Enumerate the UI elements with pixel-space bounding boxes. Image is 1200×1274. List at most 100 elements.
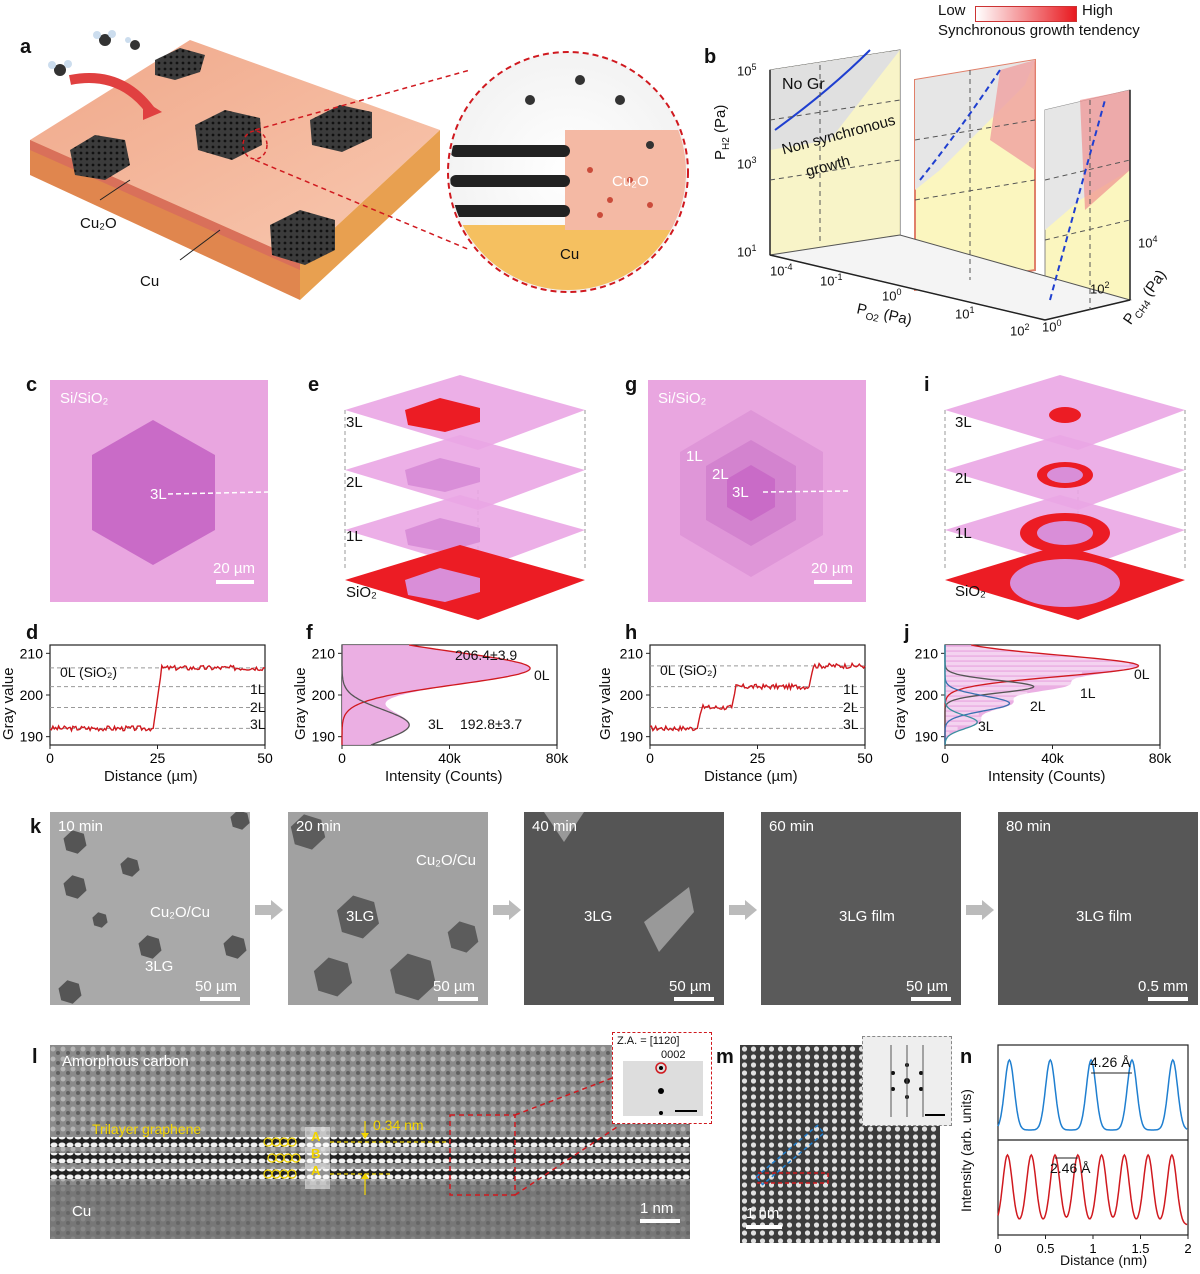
f-peak-3l: 192.8±3.7 (460, 716, 523, 732)
panel-letter-l: l (32, 1046, 38, 1068)
chart-j: 0 40k 80k 190 200 210 (915, 644, 1173, 766)
f-label-0l: 0L (534, 667, 550, 683)
layer-label-3l: 3L (732, 484, 749, 501)
d-ref-1l: 1L (250, 681, 266, 697)
x-tick-1: 10-4 (770, 262, 793, 279)
panel-letter-c: c (26, 374, 38, 396)
graphene-domain (390, 953, 436, 1001)
tem-image-l: Amorphous carbon Trilayer graphene 0.34 … (50, 1045, 690, 1239)
d-ref-0l: 0L (SiO₂) (60, 664, 118, 680)
panel-letter-a: a (20, 36, 32, 58)
time-label: 20 min (296, 818, 342, 835)
scalebar (911, 997, 951, 1001)
sem-frame-2: 20 min Cu₂O/Cu 3LG 50 µm (288, 812, 488, 1005)
scalebar-label: 50 µm (669, 978, 711, 995)
panel-letter-i: i (924, 374, 930, 396)
h-ref-2l: 2L (843, 699, 859, 715)
y-tick-label: 190 (915, 729, 939, 745)
stack-e-2l: 2L (346, 474, 363, 491)
panel-b-3d-plot (769, 49, 1132, 321)
chart-f: 0 40k 80k 190 200 210 (312, 644, 570, 766)
f-xlabel: Intensity (Counts) (385, 768, 503, 785)
panel-letter-f: f (306, 622, 313, 644)
optical-image-c: Si/SiO₂ 3L 20 µm (50, 380, 268, 602)
domain-label: 3LG (584, 908, 613, 925)
profile-blue (997, 1058, 1188, 1131)
region-no-gr: No Gr (782, 76, 825, 93)
j-label-0l: 0L (1134, 666, 1150, 682)
panel-letter-j: j (904, 622, 910, 644)
cu2o-zoom-region (565, 130, 686, 230)
f-label-3l: 3L (428, 716, 444, 732)
graphene-domain (223, 935, 247, 959)
stack-i-1l: 1L (955, 525, 972, 542)
layer-stack-i (944, 375, 1186, 620)
layer-label-2l: 2L (712, 466, 729, 483)
h-ylabel: Gray value (597, 667, 614, 740)
legend-high: High (1082, 2, 1113, 19)
domain-label: 3LG (145, 958, 174, 975)
histogram-bar (945, 721, 976, 726)
j-label-1l: 1L (1080, 685, 1096, 701)
x-tick-2: 10-1 (820, 272, 843, 289)
time-label: 10 min (58, 818, 104, 835)
panel-letter-d: d (26, 622, 39, 644)
charts-row: 0 25 50 190 200 210 0 40k 80k 190 200 210 0 25 50 190… (20, 644, 1173, 766)
histogram-bar (945, 676, 1081, 681)
scalebar (1148, 997, 1188, 1001)
axis-label-ph2: PH2 (Pa) (712, 104, 732, 160)
stack-b: B (311, 1146, 321, 1161)
stack-a-bottom: A (311, 1163, 321, 1178)
substrate-label: Cu₂O/Cu (416, 852, 477, 869)
cu2o-label: Cu₂O (80, 215, 117, 232)
x-tick-label: 50 (857, 750, 873, 766)
substrate-label: Cu₂O/Cu (150, 904, 211, 921)
time-label: 80 min (1006, 818, 1052, 835)
stack-e-sio2: SiO₂ (346, 584, 377, 601)
gaussian-fit-3L (944, 645, 978, 745)
time-label: 60 min (769, 818, 815, 835)
x-tick-label: 25 (750, 750, 766, 766)
n-xlabel: Distance (nm) (1060, 1252, 1148, 1268)
scalebar (216, 580, 254, 584)
stack-i-3l: 3L (955, 414, 972, 431)
x-tick-label: 0.5 (1036, 1241, 1054, 1256)
histogram-bar (945, 671, 1083, 676)
profile-line (49, 663, 266, 733)
plot-frame (649, 644, 866, 746)
x-tick-label: 80k (1149, 750, 1173, 766)
cu-side-right (300, 130, 440, 300)
scalebar (814, 580, 852, 584)
arrow-right-icon (255, 900, 285, 920)
y-tick-label: 200 (312, 687, 336, 703)
stack-e-1l: 1L (346, 528, 363, 545)
layer-stack-e (344, 375, 586, 620)
profile-line (649, 661, 866, 732)
cu2o-zoom-label: Cu₂O (612, 173, 649, 190)
spacing-label: 0.34 nm (373, 1117, 424, 1133)
cu-zoom-region (450, 225, 686, 290)
h-ref-0l: 0L (SiO₂) (660, 662, 718, 678)
y-tick-label: 190 (312, 729, 336, 745)
amorphous-label: Amorphous carbon (62, 1053, 189, 1070)
stack-i-sio2: SiO₂ (955, 583, 986, 600)
x-tick-label: 80k (546, 750, 570, 766)
scalebar (200, 997, 240, 1001)
n-ylabel: Intensity (arb. units) (958, 1089, 974, 1212)
film-label: 3LG film (839, 908, 895, 925)
sem-frame-5: 80 min 3LG film 0.5 mm (998, 812, 1198, 1005)
x-tick-label: 0 (941, 750, 949, 766)
graphene-domain (70, 135, 130, 180)
stack-a-top: A (311, 1129, 321, 1144)
graphene-domain (290, 814, 326, 850)
x-tick-label: 0 (46, 750, 54, 766)
histogram-bar (945, 716, 985, 721)
y-tick-label: 190 (620, 729, 644, 745)
scalebar-label: 1 nm (640, 1200, 674, 1217)
x-tick-label: 1 (1089, 1241, 1096, 1256)
histogram-bar (945, 686, 1031, 691)
histogram-bar (945, 726, 958, 731)
histogram-bar (945, 691, 1028, 696)
j-ylabel: Gray value (892, 667, 909, 740)
gaussian-fit-0L (341, 644, 531, 745)
